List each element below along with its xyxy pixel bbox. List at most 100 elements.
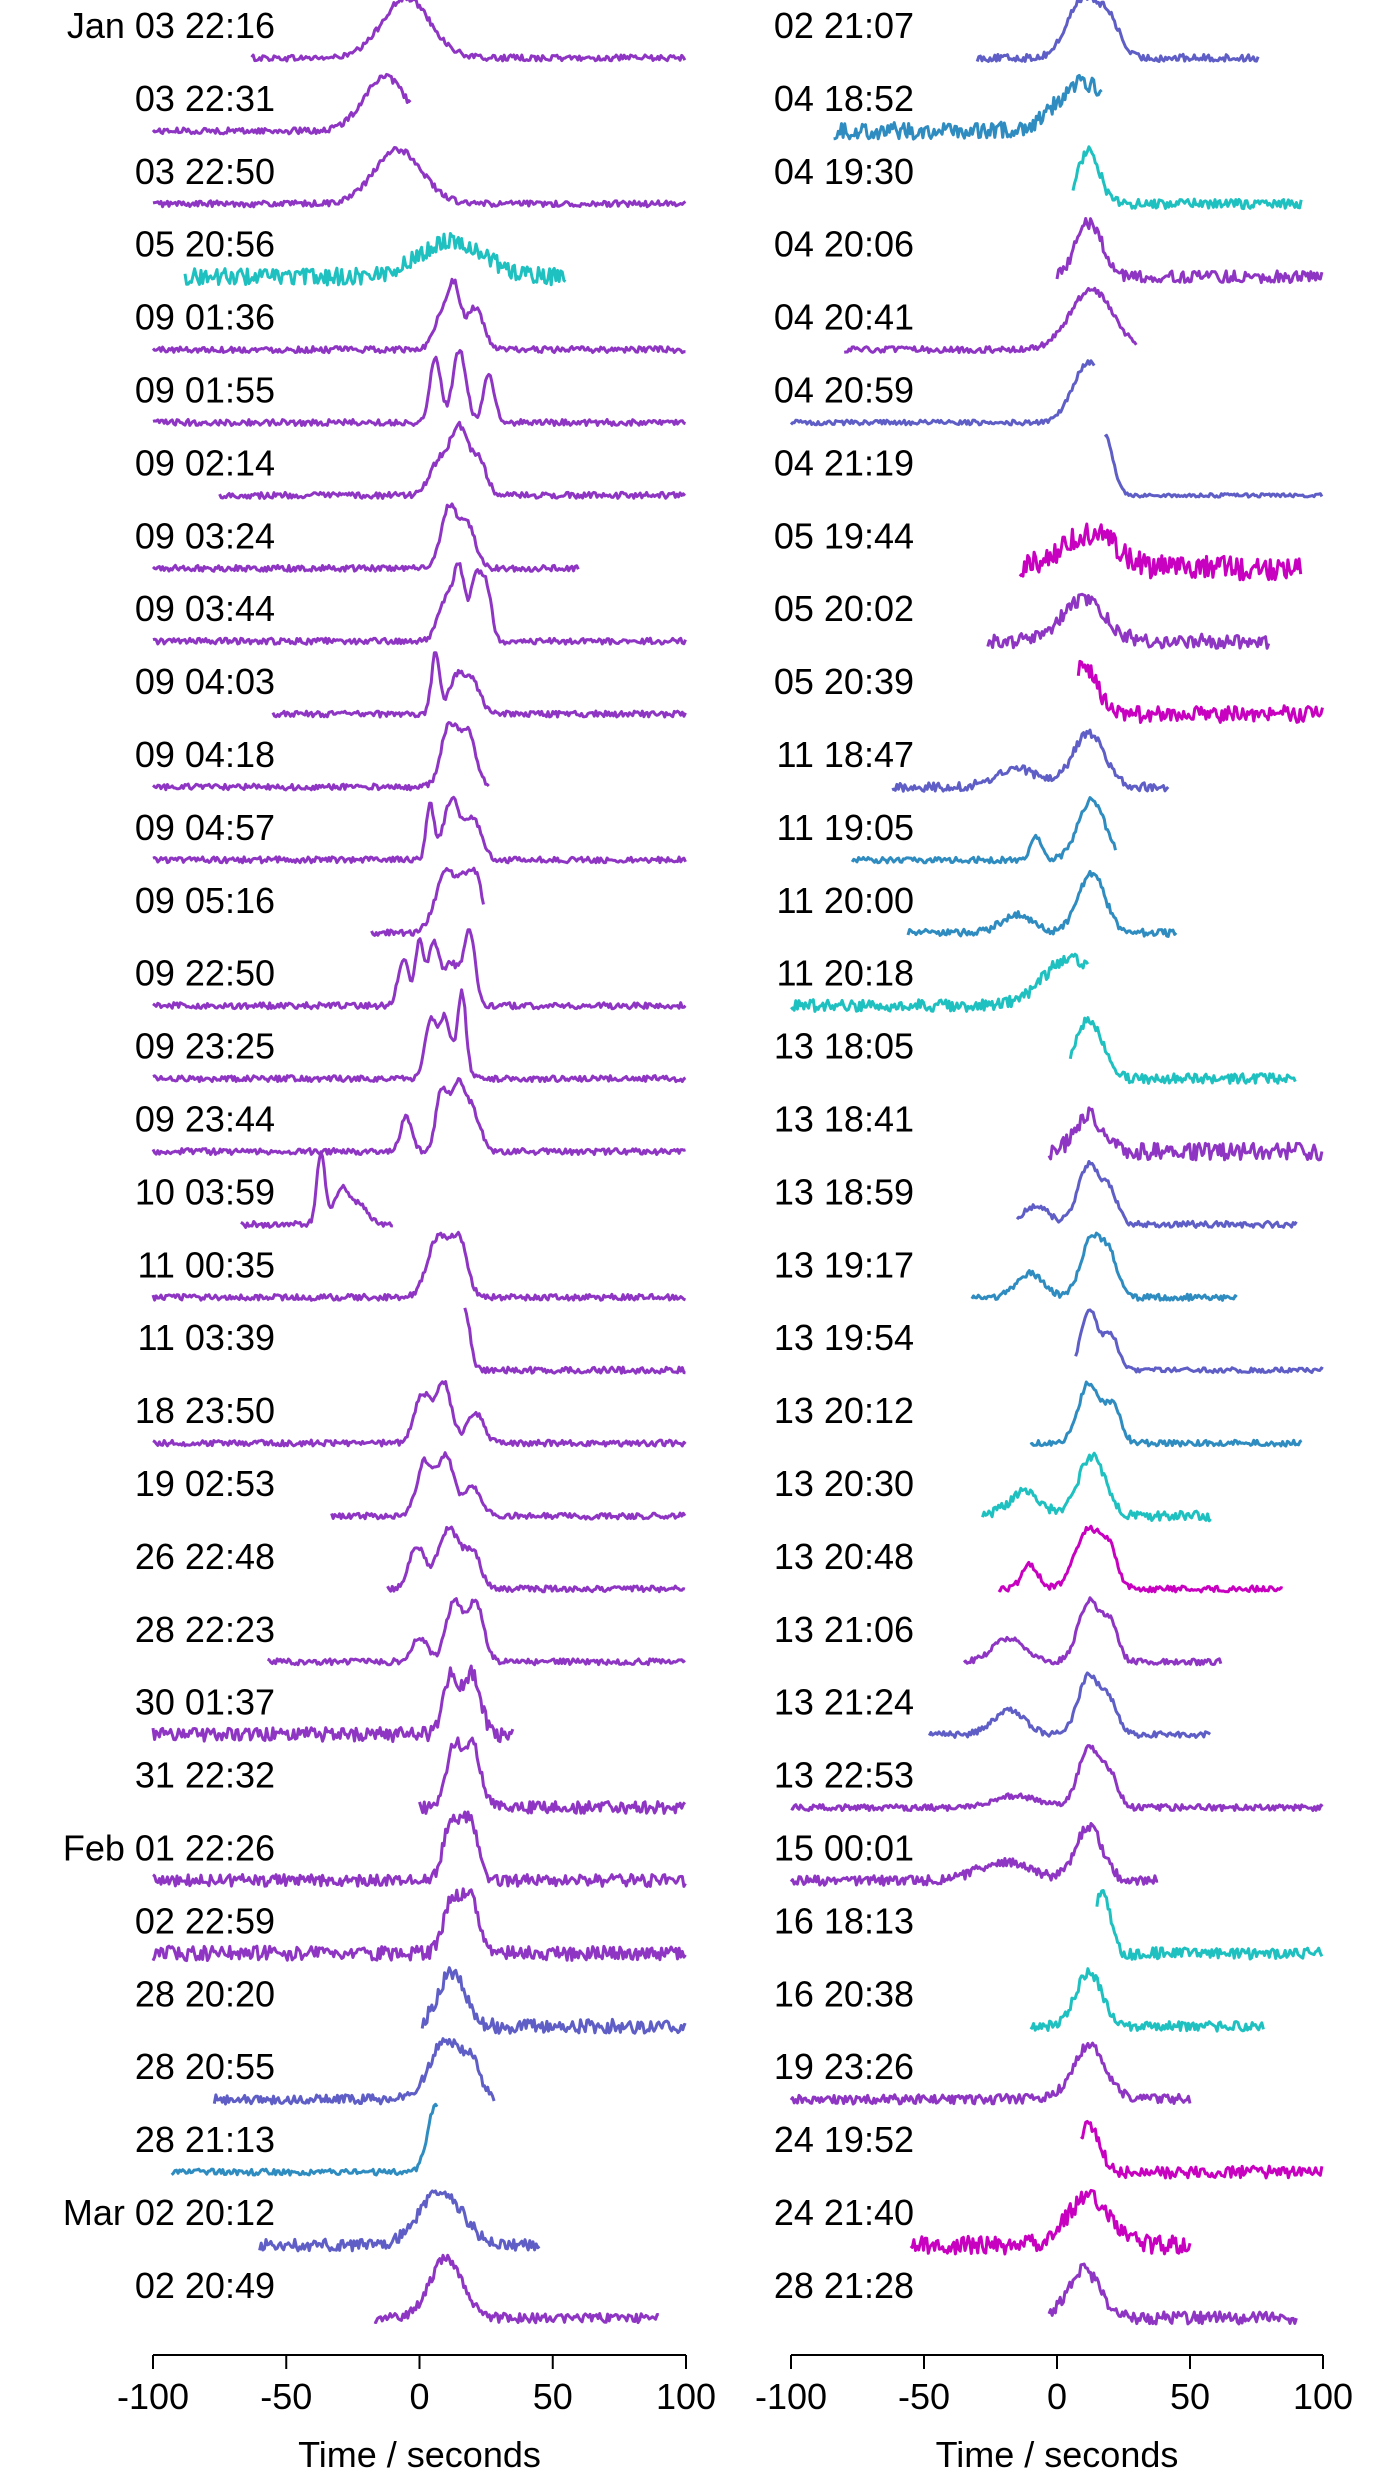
trace-label: 11 03:39: [138, 1317, 275, 1358]
trace-line: [151, 1887, 687, 1963]
trace-label: 13 18:59: [774, 1171, 914, 1212]
trace-line: [789, 1822, 1159, 1887]
trace-label: 09 03:44: [135, 588, 275, 629]
x-tick-label: 0: [1047, 2376, 1067, 2417]
trace-line: [1095, 1889, 1324, 1961]
trace-line: [997, 1524, 1284, 1594]
trace-line: [152, 1380, 687, 1448]
trace-label: 03 22:31: [135, 78, 275, 119]
trace-label: 02 21:07: [774, 5, 914, 46]
trace-label: 28 21:13: [135, 2119, 275, 2160]
trace-line: [1055, 217, 1324, 285]
trace-label: 09 22:50: [135, 953, 275, 994]
trace-line: [418, 1736, 687, 1815]
x-tick-label: 50: [533, 2376, 573, 2417]
trace-label: 13 22:53: [774, 1755, 914, 1796]
trace-line: [373, 2253, 659, 2325]
x-tick-label: 0: [409, 2376, 429, 2417]
trace-line: [1076, 659, 1324, 724]
trace-label: 09 04:03: [135, 661, 275, 702]
trace-label: Jan 03 22:16: [67, 5, 275, 46]
trace-label: 05 20:02: [774, 588, 914, 629]
trace-label: 09 23:44: [135, 1099, 275, 1140]
trace-label: 19 02:53: [135, 1463, 275, 1504]
trace-line: [250, 0, 687, 63]
trace-line: [463, 1307, 686, 1375]
trace-line: [906, 869, 1178, 938]
trace-label: 18 23:50: [135, 1390, 275, 1431]
trace-line: [1015, 1160, 1298, 1229]
trace-line: [152, 795, 687, 865]
trace-line: [212, 2037, 496, 2106]
trace-line: [1103, 433, 1324, 499]
trace-label: 13 20:30: [774, 1463, 914, 1504]
right-panel: 02 21:07 04 18:52 04 19:30 04 20:06 04 20:41…: [755, 0, 1353, 2475]
x-tick-label: -100: [117, 2376, 189, 2417]
trace-label: 13 19:17: [774, 1244, 914, 1285]
trace-line: [266, 1597, 686, 1667]
trace-label: 31 22:32: [135, 1755, 275, 1796]
trace-line: [151, 72, 412, 136]
trace-label: 13 21:06: [774, 1609, 914, 1650]
trace-label: 11 00:35: [138, 1244, 275, 1285]
x-tick-label: -50: [898, 2376, 950, 2417]
trace-label: 09 03:24: [135, 515, 275, 556]
trace-label: 04 20:41: [774, 297, 914, 338]
trace-line: [1068, 1016, 1297, 1085]
x-axis-title: Time / seconds: [298, 2434, 541, 2475]
trace-line: [1029, 1380, 1303, 1448]
trace-line: [370, 866, 485, 937]
trace-line: [986, 592, 1271, 650]
trace-line: [152, 988, 687, 1084]
trace-line: [152, 928, 687, 1011]
trace-line: [981, 1451, 1212, 1523]
trace-line: [330, 1451, 687, 1521]
x-tick-label: 100: [656, 2376, 716, 2417]
trace-label: 13 21:24: [774, 1682, 914, 1723]
trace-line: [271, 651, 687, 719]
trace-label: 16 20:38: [774, 1973, 914, 2014]
trace-label: 09 04:18: [135, 734, 275, 775]
trace-line: [152, 721, 490, 792]
trace-label: 13 20:48: [774, 1536, 914, 1577]
trace-line: [1029, 1967, 1265, 2033]
trace-label: 04 20:06: [774, 224, 914, 265]
trace-label: 09 01:55: [135, 370, 275, 411]
trace-label: Feb 01 22:26: [63, 1828, 275, 1869]
trace-label: 26 22:48: [135, 1536, 275, 1577]
trace-label: 13 19:54: [774, 1317, 914, 1358]
trace-label: 09 01:36: [135, 297, 275, 338]
trace-line: [970, 1231, 1238, 1302]
trace-line: [183, 232, 567, 287]
trace-line: [151, 1664, 515, 1744]
trace-label: 04 18:52: [774, 78, 914, 119]
x-tick-label: 100: [1293, 2376, 1353, 2417]
trace-line: [151, 277, 686, 355]
trace-line: [420, 1966, 687, 2035]
trace-label: 02 20:49: [135, 2265, 275, 2306]
trace-label: 05 19:44: [774, 515, 914, 556]
trace-line: [1071, 145, 1303, 211]
trace-line: [833, 73, 1103, 141]
trace-label: 28 22:23: [135, 1609, 275, 1650]
trace-line: [151, 1230, 687, 1302]
trace-line: [151, 1077, 686, 1156]
trace-line: [927, 1671, 1212, 1739]
trace-line: [170, 2102, 439, 2177]
trace-label: 24 21:40: [774, 2192, 914, 2233]
trace-label: 11 20:18: [777, 953, 914, 994]
trace-line: [1047, 2262, 1298, 2326]
trace-line: [1074, 1308, 1324, 1375]
trace-label: 09 05:16: [135, 880, 275, 921]
trace-label: 05 20:56: [135, 224, 275, 265]
x-tick-label: 50: [1170, 2376, 1210, 2417]
trace-label: 05 20:39: [774, 661, 914, 702]
trace-line: [386, 1525, 686, 1594]
left-panel: Jan 03 22:16 03 22:31 03 22:50 05 20:56 09 0…: [63, 0, 716, 2475]
trace-line: [975, 0, 1260, 63]
trace-label: 30 01:37: [135, 1682, 275, 1723]
trace-label: 09 23:25: [135, 1026, 275, 1067]
trace-label: 19 23:26: [774, 2046, 914, 2087]
trace-line: [789, 359, 1096, 427]
